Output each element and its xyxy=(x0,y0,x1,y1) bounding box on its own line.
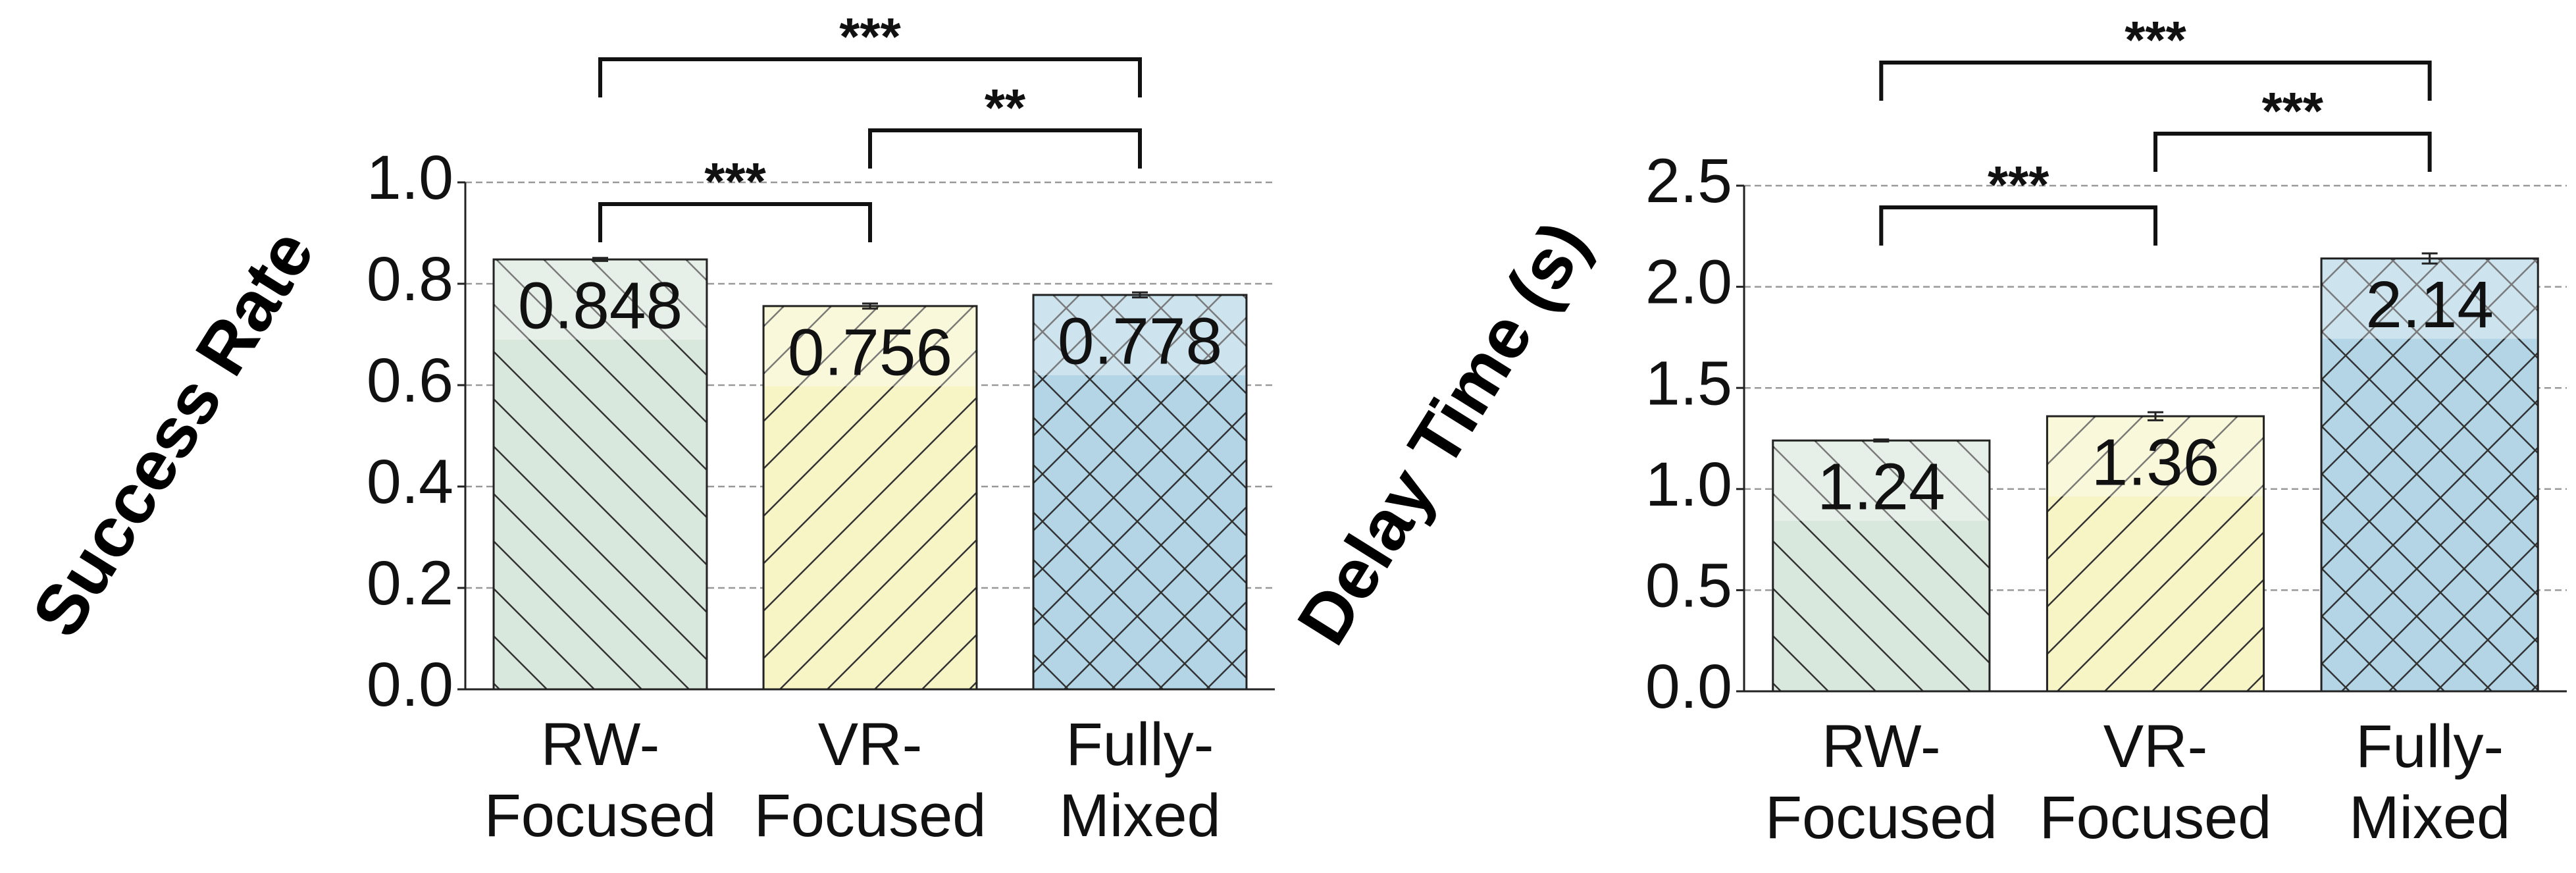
significance-label: *** xyxy=(1988,155,2049,214)
significance-bracket xyxy=(2153,132,2432,172)
significance-label: *** xyxy=(2125,11,2186,69)
value-label: 2.14 xyxy=(2365,268,2494,342)
y-axis-label: Delay Time (s) xyxy=(1282,208,1605,658)
value-label: 1.24 xyxy=(1817,450,1945,523)
significance-bracket xyxy=(1879,61,2432,101)
error-bar xyxy=(2421,252,2438,265)
significance-label: *** xyxy=(839,7,901,66)
significance-label: *** xyxy=(2262,82,2324,140)
y-tick-label: 0.6 xyxy=(367,346,453,415)
label-backdrop xyxy=(2048,417,2263,497)
significance-bracket xyxy=(1879,205,2157,246)
label-backdrop xyxy=(495,261,706,340)
error-bar xyxy=(1873,438,1890,443)
bar xyxy=(2320,257,2539,693)
x-tick-label: VR- Focused xyxy=(754,711,987,849)
label-backdrop xyxy=(1774,442,1988,521)
value-label: 0.848 xyxy=(518,269,683,342)
significance-label: *** xyxy=(704,152,766,211)
value-label: 0.778 xyxy=(1058,304,1222,378)
x-tick-label: RW- Focused xyxy=(484,711,717,849)
bar xyxy=(1772,439,1991,693)
y-tick-label: 0.2 xyxy=(367,548,453,618)
significance-bracket xyxy=(598,202,872,242)
y-tick-label: 1.0 xyxy=(1645,450,1732,519)
label-backdrop xyxy=(2323,259,2537,339)
x-tick-label: Fully- Mixed xyxy=(1059,711,1221,849)
bar xyxy=(762,305,978,691)
x-tick-label: Fully- Mixed xyxy=(2348,713,2511,851)
y-tick-label: 0.0 xyxy=(1645,652,1732,722)
y-tick-label: 2.5 xyxy=(1645,146,1732,216)
y-axis-label: Success Rate xyxy=(16,215,329,650)
value-label: 1.36 xyxy=(2092,426,2220,500)
x-tick-label: RW- Focused xyxy=(1765,713,1997,851)
error-bar xyxy=(2148,411,2163,421)
y-tick-label: 0.0 xyxy=(367,650,453,720)
y-tick-label: 0.4 xyxy=(367,447,453,517)
error-bar xyxy=(862,302,878,310)
significance-label: ** xyxy=(985,78,1026,137)
significance-bracket xyxy=(598,57,1142,97)
y-tick-label: 0.8 xyxy=(367,244,453,314)
x-tick-label: VR- Focused xyxy=(2039,713,2272,851)
bar xyxy=(2046,415,2265,693)
error-bar xyxy=(592,257,608,262)
label-backdrop xyxy=(1035,296,1245,375)
bar xyxy=(1032,294,1248,691)
value-label: 0.756 xyxy=(788,315,952,389)
bar xyxy=(492,258,708,691)
label-backdrop xyxy=(765,307,975,386)
y-tick-label: 2.0 xyxy=(1645,248,1732,317)
error-bar xyxy=(1132,291,1148,299)
y-tick-label: 1.5 xyxy=(1645,348,1732,418)
y-tick-label: 0.5 xyxy=(1645,550,1732,620)
significance-bracket xyxy=(868,128,1142,169)
y-tick-label: 1.0 xyxy=(367,143,453,213)
